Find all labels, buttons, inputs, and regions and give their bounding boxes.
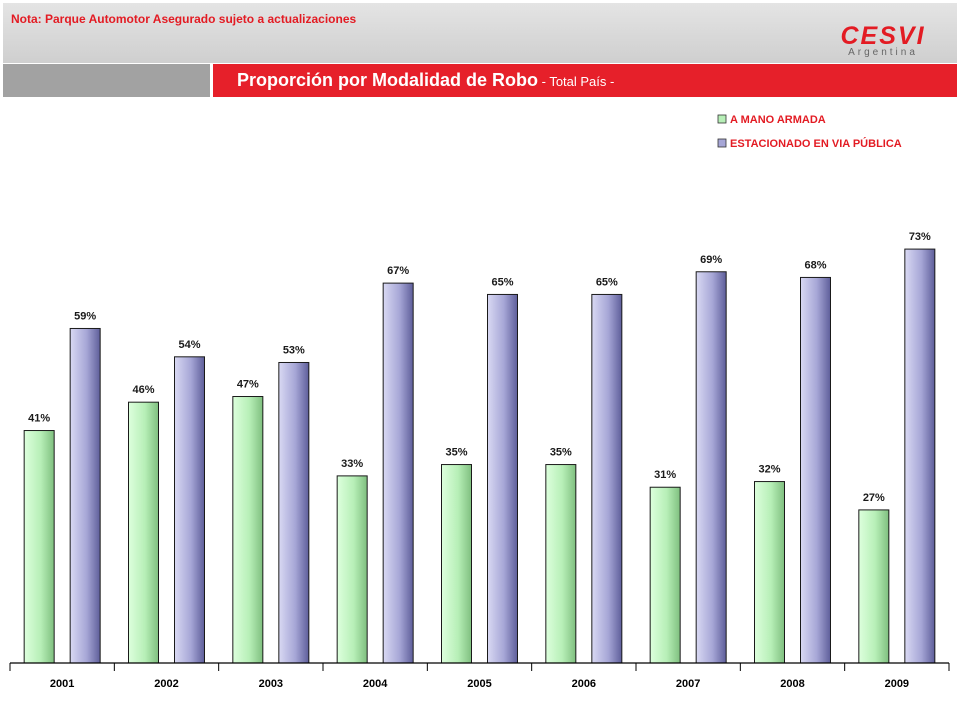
bar-mano-armada-2004 — [336, 475, 368, 664]
data-label-via-publica-2004: 67% — [387, 265, 409, 277]
data-label-via-publica-2009: 73% — [909, 231, 931, 243]
data-label-mano-armada-2006: 35% — [550, 447, 572, 459]
legend-label-via-publica: ESTACIONADO EN VIA PÚBLICA — [730, 137, 902, 150]
x-tick-label-2006: 2006 — [572, 678, 596, 690]
bar-mano-armada-2003 — [232, 396, 264, 664]
bar-via-publica-2009 — [904, 248, 936, 664]
x-tick-label-2008: 2008 — [780, 678, 804, 690]
data-label-mano-armada-2001: 41% — [28, 413, 50, 425]
data-label-via-publica-2005: 65% — [491, 276, 513, 288]
title-bar-left-block — [3, 64, 210, 97]
labels-layer: 41% 59% 46% 54% 47% 53% 33% 67% 35% 65% 35% 65% 31% 6… — [28, 231, 931, 504]
data-label-mano-armada-2007: 31% — [654, 469, 676, 481]
x-tick-label-2004: 2004 — [363, 678, 388, 690]
data-label-via-publica-2007: 69% — [700, 254, 722, 266]
bar-mano-armada-2008 — [754, 481, 785, 664]
bars-layer — [23, 248, 936, 664]
data-label-via-publica-2001: 59% — [74, 310, 96, 322]
x-tick-label-2001: 2001 — [50, 678, 74, 690]
data-label-mano-armada-2008: 32% — [758, 464, 780, 476]
data-label-via-publica-2006: 65% — [596, 276, 618, 288]
data-label-mano-armada-2004: 33% — [341, 458, 363, 470]
page-title: Proporción por Modalidad de Robo - Total… — [237, 70, 614, 91]
bar-via-publica-2007 — [695, 271, 727, 664]
x-tick-label-2003: 2003 — [259, 678, 283, 690]
logo-main-text: CESVI — [840, 22, 926, 50]
bar-mano-armada-2005 — [441, 464, 472, 664]
x-tick-label-2009: 2009 — [885, 678, 909, 690]
x-axis: 2001 2002 2003 2004 2005 2006 2007 2008 2009 — [9, 662, 950, 690]
legend: A MANO ARMADA ESTACIONADO EN VIA PÚBLICA — [717, 114, 902, 150]
bar-mano-armada-2006 — [545, 464, 577, 664]
bar-via-publica-2004 — [382, 282, 414, 664]
data-label-via-publica-2002: 54% — [178, 339, 200, 351]
bar-via-publica-2003 — [278, 361, 310, 664]
x-tick-label-2002: 2002 — [154, 678, 178, 690]
data-label-mano-armada-2002: 46% — [132, 384, 154, 396]
bar-via-publica-2002 — [174, 356, 205, 664]
legend-swatch-mano-armada — [717, 114, 727, 124]
bar-mano-armada-2001 — [23, 430, 55, 664]
data-label-via-publica-2003: 53% — [283, 344, 305, 356]
title-sub: - Total País - — [538, 74, 615, 89]
data-label-via-publica-2008: 68% — [804, 259, 826, 271]
cesvi-logo: CESVI Argentina — [833, 23, 933, 58]
title-bar: Proporción por Modalidad de Robo - Total… — [213, 64, 957, 97]
x-tick-label-2007: 2007 — [676, 678, 700, 690]
data-label-mano-armada-2005: 35% — [445, 447, 467, 459]
bar-via-publica-2006 — [591, 293, 623, 664]
bar-via-publica-2001 — [69, 327, 101, 664]
data-label-mano-armada-2003: 47% — [237, 379, 259, 391]
bar-mano-armada-2007 — [649, 486, 681, 664]
note-text: Nota: Parque Automotor Asegurado sujeto … — [11, 12, 357, 26]
header-band: Nota: Parque Automotor Asegurado sujeto … — [3, 3, 957, 63]
x-tick-label-2005: 2005 — [467, 678, 491, 690]
data-label-mano-armada-2009: 27% — [863, 492, 885, 504]
bar-via-publica-2008 — [800, 276, 831, 664]
title-main: Proporción por Modalidad de Robo — [237, 70, 538, 90]
bar-via-publica-2005 — [487, 293, 518, 664]
logo-sub-text: Argentina — [848, 47, 918, 58]
bar-mano-armada-2009 — [858, 509, 890, 664]
legend-label-mano-armada: A MANO ARMADA — [730, 114, 826, 126]
bar-mano-armada-2002 — [128, 401, 159, 664]
legend-swatch-via-publica — [717, 138, 727, 148]
